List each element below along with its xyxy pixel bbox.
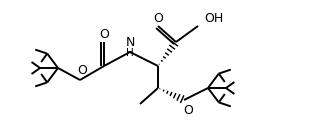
Text: N: N [125,36,135,48]
Text: O: O [153,11,163,25]
Text: O: O [77,65,87,77]
Text: O: O [99,27,109,41]
Text: OH: OH [204,11,223,25]
Text: H: H [126,48,134,58]
Text: O: O [183,103,193,117]
